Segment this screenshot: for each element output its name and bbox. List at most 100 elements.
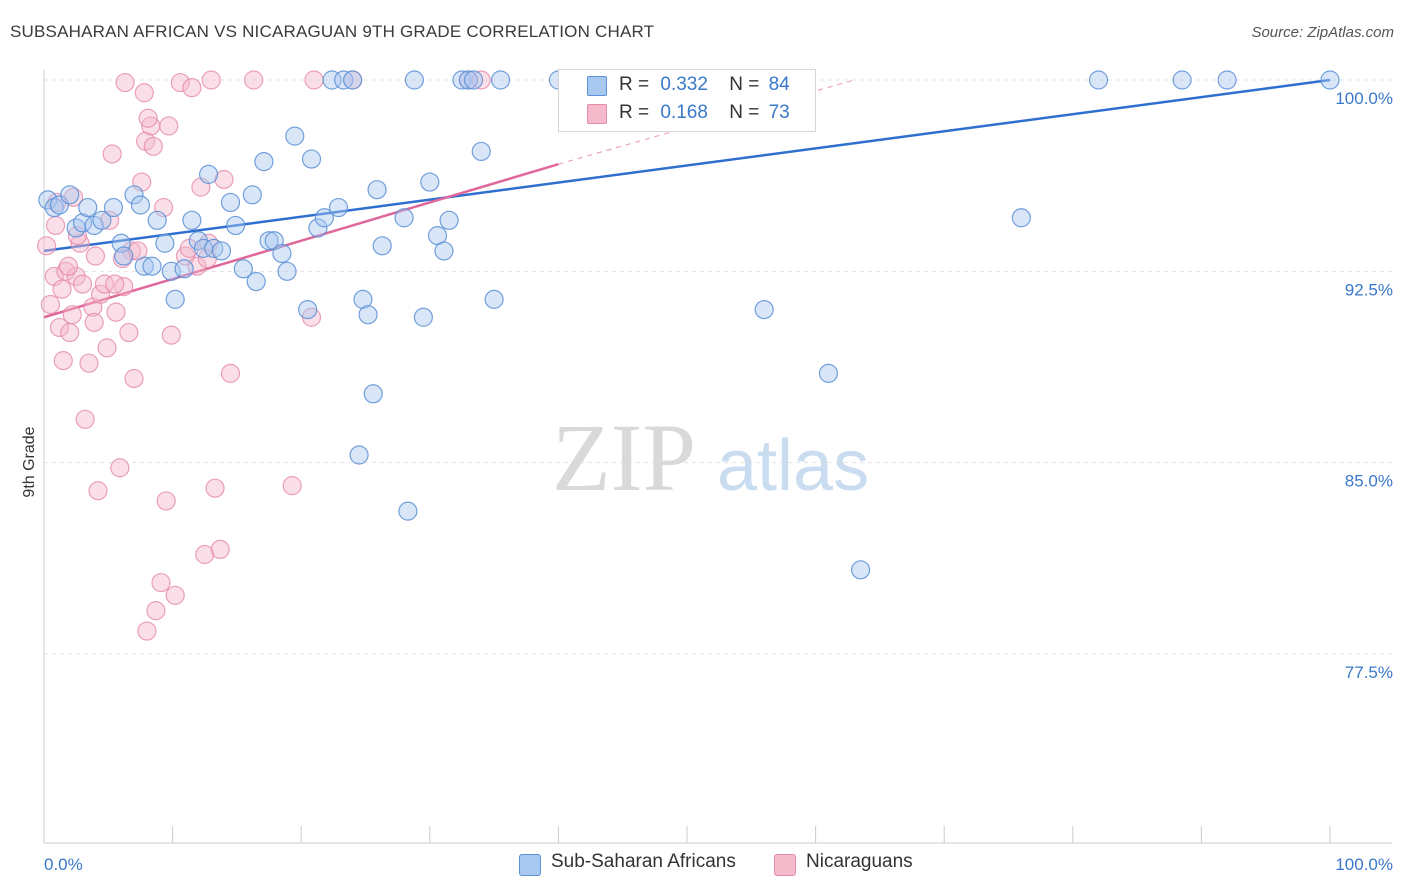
sub-saharan-point [490, 70, 511, 90]
sub-saharan-point [220, 192, 241, 213]
nicaraguan-point [105, 274, 125, 294]
sub-saharan-point [134, 256, 154, 276]
sub-saharan-point [434, 241, 454, 261]
series-nicaraguans [36, 70, 491, 641]
sub-saharan-point [372, 236, 392, 256]
x-tick-label: 0.0% [44, 855, 83, 874]
sub-saharan-point [463, 70, 484, 90]
sub-saharan-point [420, 172, 440, 192]
sub-saharan-point [60, 185, 80, 205]
nicaraguan-point [66, 266, 86, 287]
grid-layer [44, 79, 1392, 655]
nicaraguan-point [106, 302, 126, 322]
sub-saharan-point [92, 210, 112, 230]
sub-saharan-point [226, 215, 246, 236]
trendline-sub-saharan [43, 78, 1331, 253]
sub-saharan-point [272, 243, 292, 264]
sub-saharan-point [211, 241, 232, 261]
sub-saharan-point [301, 149, 322, 169]
stats-n-label: N = [729, 74, 760, 95]
nicaraguan-point [146, 601, 166, 621]
sub-saharan-point [1217, 70, 1237, 90]
nicaraguan-point [56, 261, 76, 281]
sub-saharan-point [349, 445, 369, 465]
stats-row-pink: R = 0.168 N = 73 [619, 102, 790, 128]
nicaraguan-point [304, 70, 324, 90]
sub-saharan-point [471, 141, 491, 162]
axis-layer [43, 70, 1392, 844]
nicaraguan-point [97, 338, 117, 358]
sub-saharan-point [182, 210, 202, 230]
sub-saharan-point [38, 190, 58, 210]
nicaraguan-point [124, 368, 144, 389]
stats-r-value: 0.332 [660, 74, 708, 95]
sub-saharan-point [165, 289, 185, 309]
sub-saharan-point [199, 164, 219, 184]
nicaraguan-point [138, 108, 158, 128]
sub-saharan-point [44, 197, 64, 218]
nicaraguan-point [85, 246, 106, 266]
nicaraguan-point [282, 476, 302, 496]
sub-saharan-point [78, 197, 98, 218]
sub-saharan-point [328, 197, 349, 218]
nicaraguan-point [161, 325, 181, 345]
sub-saharan-point [353, 289, 373, 309]
legend-label: Nicaraguans [806, 851, 913, 872]
sub-saharan-point [1172, 70, 1192, 90]
nicaraguan-point [52, 279, 72, 299]
sub-saharan-point [114, 246, 134, 266]
sub-saharan-point [363, 384, 383, 404]
sub-saharan-point [1088, 70, 1109, 90]
nicaraguan-point [110, 458, 130, 478]
y-tick-label: 77.5% [1345, 663, 1393, 682]
sub-saharan-point [439, 210, 459, 230]
y-axis-label: 9th Grade [21, 426, 38, 497]
nicaraguan-point [134, 83, 154, 103]
sub-saharan-point [394, 208, 414, 228]
sub-saharan-point [404, 70, 424, 90]
sub-saharan-point [259, 231, 279, 251]
stats-r-value: 0.168 [660, 102, 708, 123]
sub-saharan-point [851, 560, 871, 580]
sub-saharan-point [398, 501, 418, 521]
sub-saharan-point [1320, 70, 1340, 90]
nicaraguan-point [67, 226, 88, 246]
nicaraguan-point [45, 215, 66, 236]
sub-saharan-point [130, 195, 151, 215]
stats-n-value: 84 [768, 74, 790, 95]
sub-saharan-point [204, 238, 224, 258]
nicaraguan-point [90, 284, 111, 304]
nicaraguan-point [49, 317, 70, 338]
chart-title: SUBSAHARAN AFRICAN VS NICARAGUAN 9TH GRA… [10, 22, 655, 41]
sub-saharan-point [142, 256, 162, 276]
nicaraguan-point [244, 70, 264, 90]
nicaraguan-point [210, 539, 230, 560]
stats-r-label: R = [619, 74, 650, 95]
sub-saharan-point [103, 197, 124, 218]
sub-saharan-point [285, 126, 305, 146]
y-tick-label: 85.0% [1345, 472, 1393, 491]
nicaraguan-point [40, 294, 61, 315]
nicaraguan-point [201, 70, 221, 90]
nicaraguan-point [99, 210, 120, 230]
nicaraguan-point [88, 481, 108, 501]
nicaraguan-point [214, 169, 234, 190]
sub-saharan-point [233, 259, 253, 279]
legend-swatch-blue [519, 854, 541, 876]
y-tick-label: 92.5% [1345, 280, 1393, 299]
sub-saharan-point [458, 70, 478, 90]
nicaraguan-point [182, 78, 202, 98]
sub-saharan-point [314, 208, 334, 228]
nicaraguan-point [60, 322, 80, 343]
sub-saharan-point [358, 305, 378, 325]
sub-saharan-point [308, 218, 328, 238]
stats-n-value: 73 [768, 102, 790, 123]
nicaraguan-point [156, 491, 176, 511]
trendline-nicaraguans [43, 162, 559, 319]
nicaraguan-point [119, 322, 139, 343]
sub-saharan-point [147, 210, 167, 230]
nicaraguan-point [62, 305, 82, 325]
nicaraguan-point [115, 72, 135, 93]
